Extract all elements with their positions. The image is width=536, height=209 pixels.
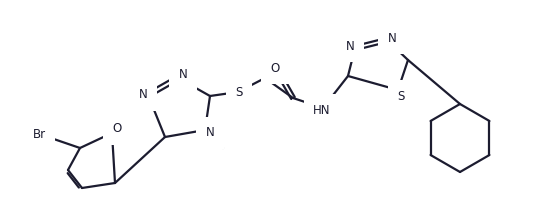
- Text: Br: Br: [33, 129, 46, 141]
- Text: S: S: [397, 89, 405, 102]
- Text: N: N: [346, 40, 354, 52]
- Text: N: N: [388, 32, 397, 45]
- Text: O: O: [270, 61, 280, 74]
- Text: N: N: [206, 126, 214, 139]
- Text: N: N: [178, 69, 188, 82]
- Text: O: O: [113, 122, 122, 135]
- Text: HN: HN: [313, 103, 331, 116]
- Text: S: S: [235, 85, 243, 98]
- Text: N: N: [139, 88, 147, 102]
